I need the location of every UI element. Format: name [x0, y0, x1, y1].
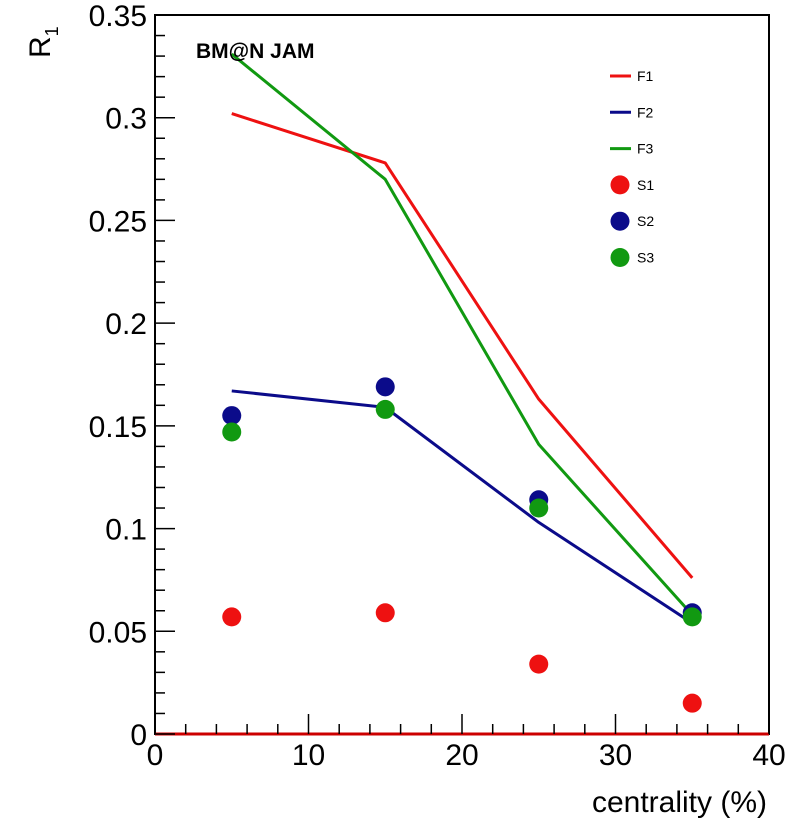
svg-text:R1: R1 [24, 26, 62, 58]
y-axis-title-group: R1 [24, 26, 62, 58]
data-point-s3 [682, 607, 702, 627]
legend-label-s3: S3 [637, 250, 654, 266]
y-tick-label: 0.2 [105, 308, 147, 341]
legend-label-f1: F1 [637, 68, 654, 84]
annotation-label: BM@N JAM [196, 40, 314, 63]
plot-frame [154, 14, 770, 735]
x-tick-label: 40 [752, 739, 785, 772]
legend-swatch-s3 [610, 248, 630, 267]
legend-label-s1: S1 [637, 177, 654, 193]
data-point-s1 [375, 603, 395, 623]
legend-swatch-s2 [610, 211, 630, 231]
series-line-f2 [231, 389, 694, 625]
legend: F1 F2 F3 S1 S2 S3 [610, 68, 654, 267]
legend-label-s2: S2 [637, 213, 654, 229]
data-point-s2 [375, 377, 395, 397]
axes-layer: 0 10 20 30 40 0 0.05 0.1 0.15 0.2 0.25 0.3 0.35 [89, 0, 786, 772]
series-layer [222, 52, 702, 713]
x-axis-title: centrality (%) [592, 786, 767, 819]
data-point-s2 [222, 406, 242, 426]
y-tick-label: 0.3 [105, 103, 147, 136]
data-point-s3 [529, 498, 549, 518]
x-tick-label: 30 [599, 739, 632, 772]
y-axis-title: R [24, 36, 57, 58]
legend-label-f2: F2 [637, 104, 654, 120]
y-tick-label: 0 [130, 719, 147, 752]
data-point-s1 [682, 693, 702, 713]
data-point-s3 [375, 399, 395, 419]
y-tick-label: 0.05 [89, 616, 147, 649]
series-line-f1 [231, 112, 694, 579]
legend-swatch-s1 [610, 175, 630, 195]
data-point-s1 [529, 654, 549, 674]
data-point-s3 [222, 422, 242, 442]
data-point-s1 [222, 607, 242, 627]
x-tick-label: 20 [445, 739, 478, 772]
y-tick-label: 0.25 [89, 205, 147, 238]
x-tick-label: 0 [147, 739, 164, 772]
y-axis-title-subscript: 1 [42, 26, 62, 36]
legend-label-f3: F3 [637, 141, 654, 157]
x-tick-label: 10 [292, 739, 325, 772]
series-line-f3 [230, 52, 694, 616]
y-tick-label: 0.15 [89, 411, 147, 444]
y-tick-label: 0.1 [105, 514, 147, 547]
y-tick-label: 0.35 [89, 0, 147, 33]
